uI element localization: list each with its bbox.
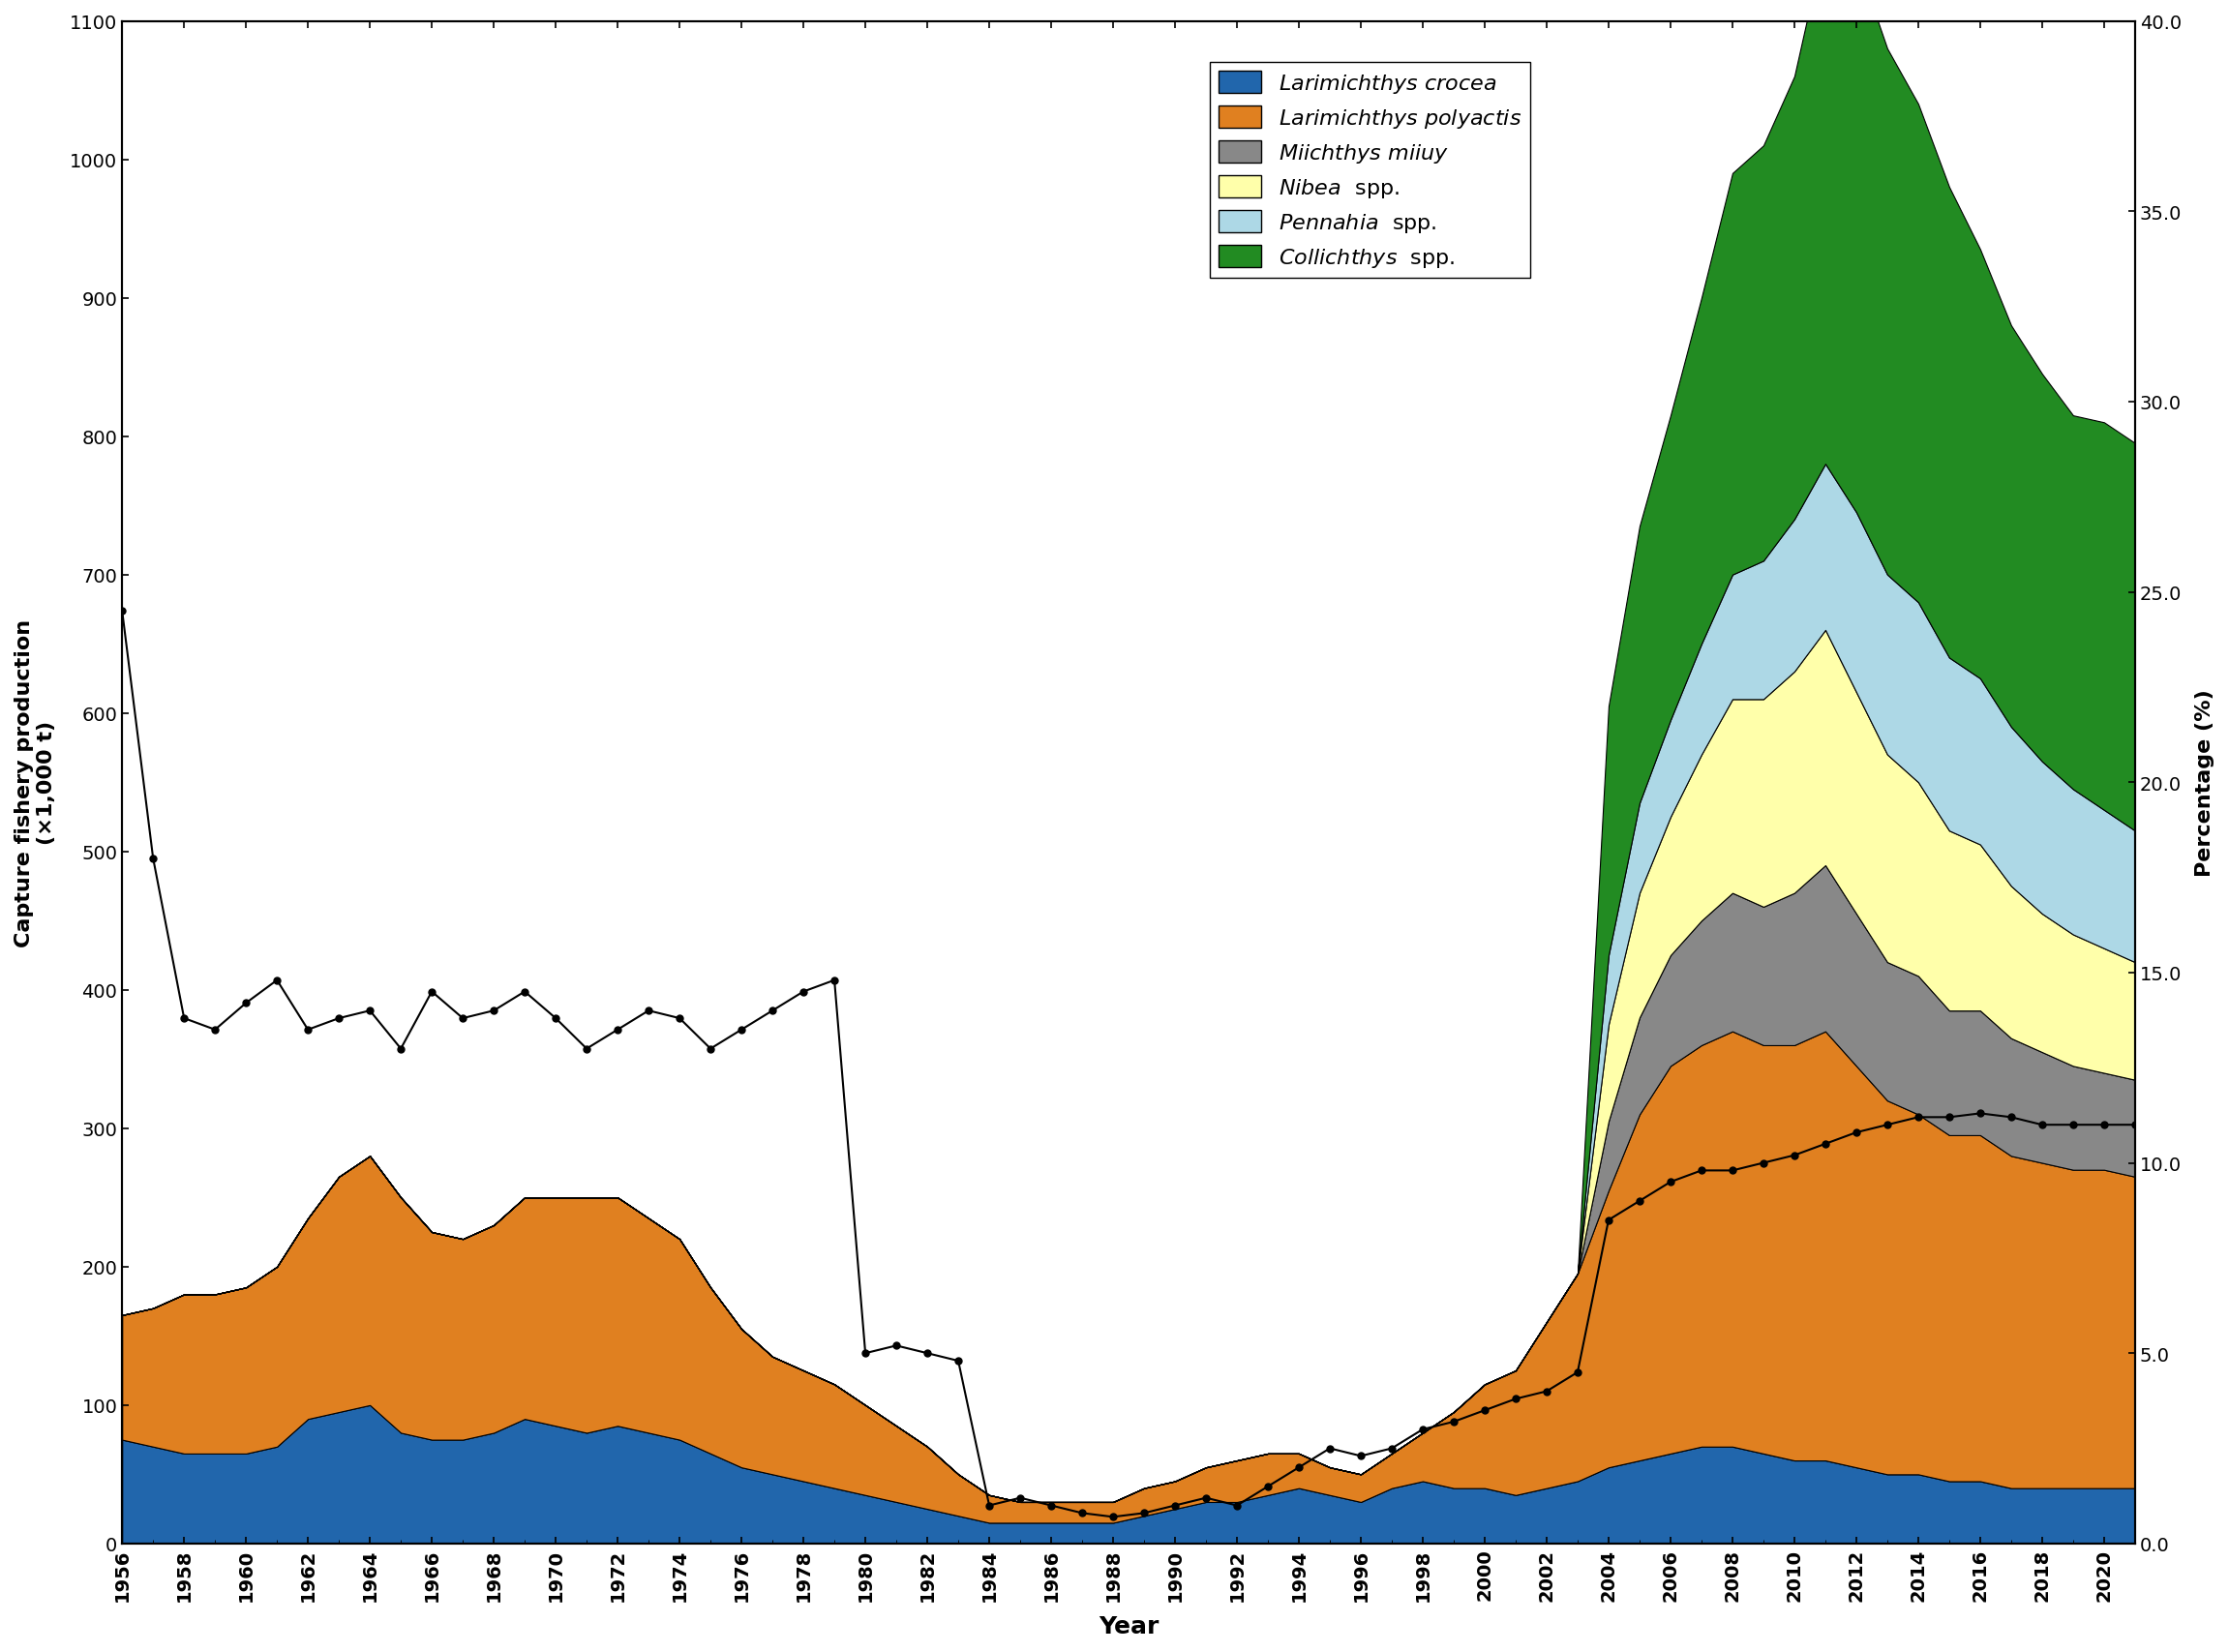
Y-axis label: Percentage (%): Percentage (%) (2196, 689, 2213, 876)
Legend: $Larimichthys$ $crocea$, $Larimichthys$ $polyactis$, $Miichthys$ $miiuy$, $Nibea: $Larimichthys$ $crocea$, $Larimichthys$ … (1210, 63, 1531, 278)
X-axis label: Year: Year (1099, 1614, 1159, 1637)
Y-axis label: Capture fishery production
(×1,000 t): Capture fishery production (×1,000 t) (16, 618, 56, 947)
